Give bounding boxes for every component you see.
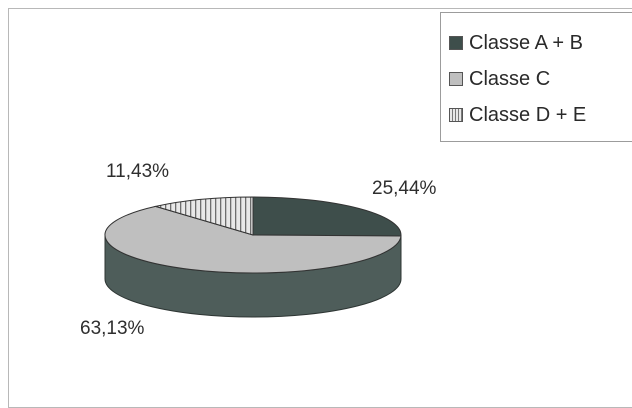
legend-label-classe-de: Classe D + E [469,103,587,126]
pie-slice-classe-ab [252,196,402,237]
legend-swatch-classe-c [449,72,463,86]
legend-item-classe-de: Classe D + E [449,103,586,127]
pie-chart [104,196,402,318]
chart-legend: Classe A + B Classe C Classe D + E [440,12,632,142]
pie-slice-classe-c [104,205,402,274]
legend-swatch-classe-de [449,108,463,122]
legend-swatch-classe-ab [449,36,463,50]
legend-item-classe-ab: Classe A + B [449,31,583,55]
legend-label-classe-ab: Classe A + B [469,31,583,54]
data-label-classe-ab: 25,44% [372,178,437,199]
pie-slice-classe-de [153,196,254,236]
legend-label-classe-c: Classe C [469,67,551,90]
data-label-classe-c: 63,13% [80,318,145,339]
legend-item-classe-c: Classe C [449,67,550,91]
data-label-classe-de: 11,43% [106,161,170,182]
